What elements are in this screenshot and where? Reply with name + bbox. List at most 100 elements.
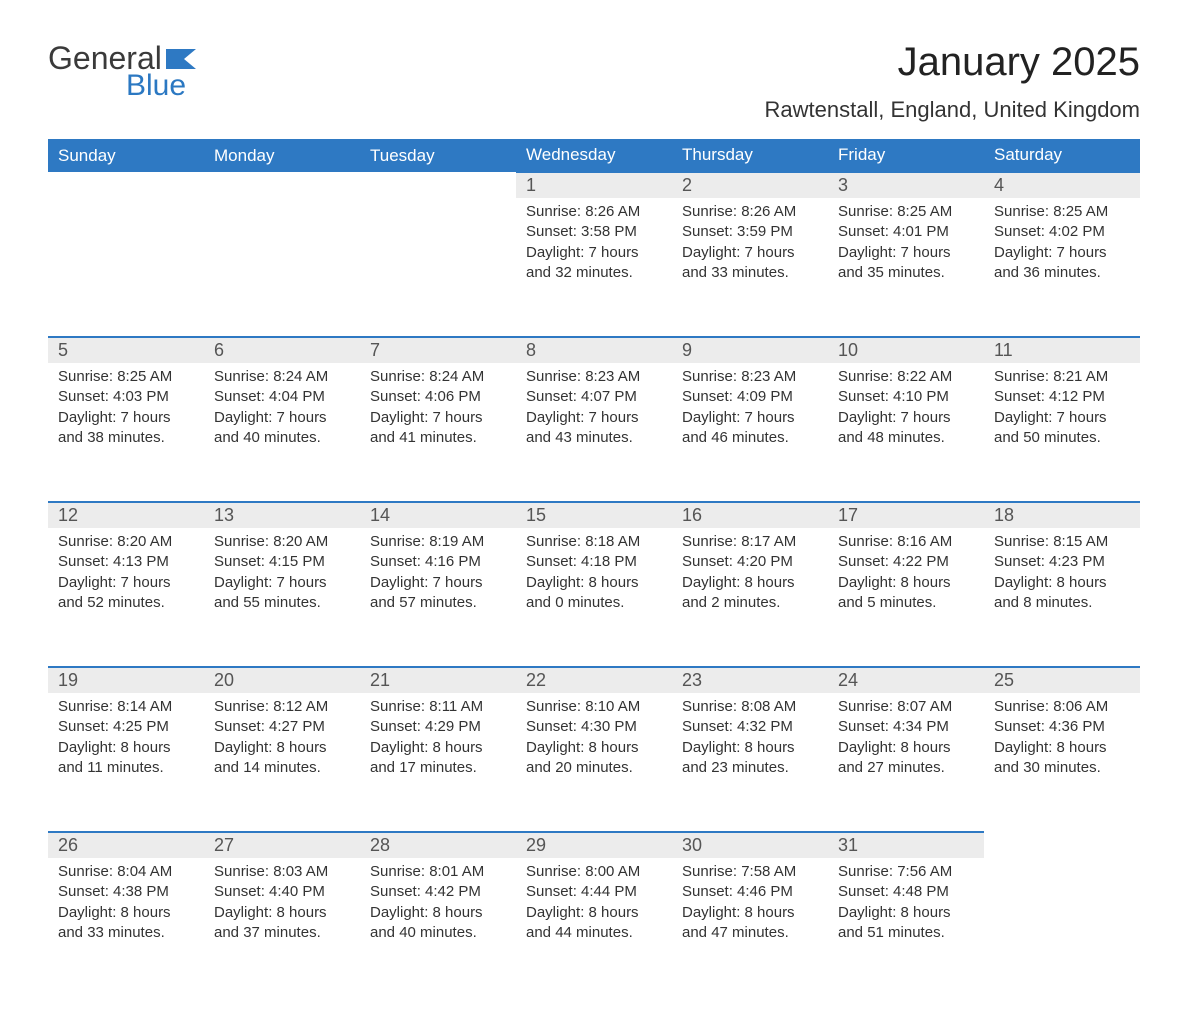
header: General Blue January 2025 Rawtenstall, E… [48,40,1140,123]
day-header: Sunday [48,139,204,172]
day-number-cell: 2 [672,172,828,198]
day-content-cell: Sunrise: 8:21 AMSunset: 4:12 PMDaylight:… [984,363,1140,502]
day-number-cell: 21 [360,667,516,693]
day-content-cell: Sunrise: 8:12 AMSunset: 4:27 PMDaylight:… [204,693,360,832]
day-number-cell: 17 [828,502,984,528]
sunrise-line: Sunrise: 8:11 AM [370,697,506,717]
sunset-line: Sunset: 4:27 PM [214,717,350,737]
sunrise-line: Sunrise: 8:16 AM [838,532,974,552]
daylight-line: Daylight: 7 hours and 41 minutes. [370,408,506,449]
day-content-cell: Sunrise: 8:04 AMSunset: 4:38 PMDaylight:… [48,858,204,996]
daylight-line: Daylight: 8 hours and 11 minutes. [58,738,194,779]
sunset-line: Sunset: 4:10 PM [838,387,974,407]
daylight-line: Daylight: 8 hours and 40 minutes. [370,903,506,944]
day-content-cell: Sunrise: 8:17 AMSunset: 4:20 PMDaylight:… [672,528,828,667]
daylight-line: Daylight: 8 hours and 27 minutes. [838,738,974,779]
sunrise-line: Sunrise: 8:12 AM [214,697,350,717]
sunrise-line: Sunrise: 8:03 AM [214,862,350,882]
day-number-cell: 24 [828,667,984,693]
week-number-row: 19202122232425 [48,667,1140,693]
sunset-line: Sunset: 4:06 PM [370,387,506,407]
day-number-cell: 15 [516,502,672,528]
day-content-cell: Sunrise: 8:25 AMSunset: 4:02 PMDaylight:… [984,198,1140,337]
day-content-cell: Sunrise: 8:22 AMSunset: 4:10 PMDaylight:… [828,363,984,502]
sunrise-line: Sunrise: 8:07 AM [838,697,974,717]
sunrise-line: Sunrise: 8:23 AM [526,367,662,387]
week-number-row: 567891011 [48,337,1140,363]
day-number-cell: 12 [48,502,204,528]
week-content-row: Sunrise: 8:26 AMSunset: 3:58 PMDaylight:… [48,198,1140,337]
sunset-line: Sunset: 4:32 PM [682,717,818,737]
sunset-line: Sunset: 4:30 PM [526,717,662,737]
day-header: Friday [828,139,984,172]
sunrise-line: Sunrise: 8:21 AM [994,367,1130,387]
sunrise-line: Sunrise: 8:20 AM [214,532,350,552]
page-title: January 2025 [765,40,1140,85]
daylight-line: Daylight: 7 hours and 43 minutes. [526,408,662,449]
day-number-cell: 5 [48,337,204,363]
sunset-line: Sunset: 4:38 PM [58,882,194,902]
day-content-cell: Sunrise: 8:24 AMSunset: 4:04 PMDaylight:… [204,363,360,502]
day-number-cell: 10 [828,337,984,363]
sunrise-line: Sunrise: 8:24 AM [214,367,350,387]
sunset-line: Sunset: 4:02 PM [994,222,1130,242]
day-content-cell: Sunrise: 8:00 AMSunset: 4:44 PMDaylight:… [516,858,672,996]
day-header: Wednesday [516,139,672,172]
page-subtitle: Rawtenstall, England, United Kingdom [765,97,1140,123]
sunrise-line: Sunrise: 8:01 AM [370,862,506,882]
day-header: Thursday [672,139,828,172]
day-content-cell: Sunrise: 8:20 AMSunset: 4:13 PMDaylight:… [48,528,204,667]
day-header-row: SundayMondayTuesdayWednesdayThursdayFrid… [48,139,1140,172]
daylight-line: Daylight: 7 hours and 36 minutes. [994,243,1130,284]
daylight-line: Daylight: 8 hours and 23 minutes. [682,738,818,779]
daylight-line: Daylight: 7 hours and 55 minutes. [214,573,350,614]
sunrise-line: Sunrise: 8:25 AM [838,202,974,222]
sunset-line: Sunset: 4:44 PM [526,882,662,902]
daylight-line: Daylight: 7 hours and 48 minutes. [838,408,974,449]
week-content-row: Sunrise: 8:14 AMSunset: 4:25 PMDaylight:… [48,693,1140,832]
sunrise-line: Sunrise: 8:26 AM [526,202,662,222]
sunset-line: Sunset: 3:59 PM [682,222,818,242]
day-content-cell: Sunrise: 8:07 AMSunset: 4:34 PMDaylight:… [828,693,984,832]
sunrise-line: Sunrise: 7:56 AM [838,862,974,882]
day-number-cell [360,172,516,198]
day-number-cell: 9 [672,337,828,363]
sunrise-line: Sunrise: 8:25 AM [58,367,194,387]
sunset-line: Sunset: 4:34 PM [838,717,974,737]
sunrise-line: Sunrise: 8:06 AM [994,697,1130,717]
day-content-cell: Sunrise: 8:18 AMSunset: 4:18 PMDaylight:… [516,528,672,667]
sunrise-line: Sunrise: 8:26 AM [682,202,818,222]
sunrise-line: Sunrise: 8:14 AM [58,697,194,717]
day-number-cell: 19 [48,667,204,693]
sunset-line: Sunset: 4:15 PM [214,552,350,572]
sunset-line: Sunset: 4:40 PM [214,882,350,902]
day-content-cell [984,858,1140,996]
day-header: Tuesday [360,139,516,172]
day-content-cell: Sunrise: 8:15 AMSunset: 4:23 PMDaylight:… [984,528,1140,667]
day-content-cell: Sunrise: 8:03 AMSunset: 4:40 PMDaylight:… [204,858,360,996]
daylight-line: Daylight: 8 hours and 8 minutes. [994,573,1130,614]
daylight-line: Daylight: 8 hours and 20 minutes. [526,738,662,779]
day-content-cell: Sunrise: 8:06 AMSunset: 4:36 PMDaylight:… [984,693,1140,832]
day-number-cell: 27 [204,832,360,858]
day-number-cell [984,832,1140,858]
daylight-line: Daylight: 7 hours and 40 minutes. [214,408,350,449]
daylight-line: Daylight: 8 hours and 30 minutes. [994,738,1130,779]
day-number-cell: 8 [516,337,672,363]
sunset-line: Sunset: 4:48 PM [838,882,974,902]
day-number-cell: 1 [516,172,672,198]
day-content-cell: Sunrise: 8:24 AMSunset: 4:06 PMDaylight:… [360,363,516,502]
day-number-cell [48,172,204,198]
day-content-cell: Sunrise: 8:11 AMSunset: 4:29 PMDaylight:… [360,693,516,832]
daylight-line: Daylight: 7 hours and 46 minutes. [682,408,818,449]
day-number-cell: 6 [204,337,360,363]
daylight-line: Daylight: 7 hours and 33 minutes. [682,243,818,284]
day-content-cell: Sunrise: 8:23 AMSunset: 4:09 PMDaylight:… [672,363,828,502]
day-number-cell: 28 [360,832,516,858]
day-content-cell: Sunrise: 8:01 AMSunset: 4:42 PMDaylight:… [360,858,516,996]
sunset-line: Sunset: 3:58 PM [526,222,662,242]
sunset-line: Sunset: 4:01 PM [838,222,974,242]
sunrise-line: Sunrise: 8:17 AM [682,532,818,552]
day-content-cell: Sunrise: 8:23 AMSunset: 4:07 PMDaylight:… [516,363,672,502]
day-content-cell [360,198,516,337]
